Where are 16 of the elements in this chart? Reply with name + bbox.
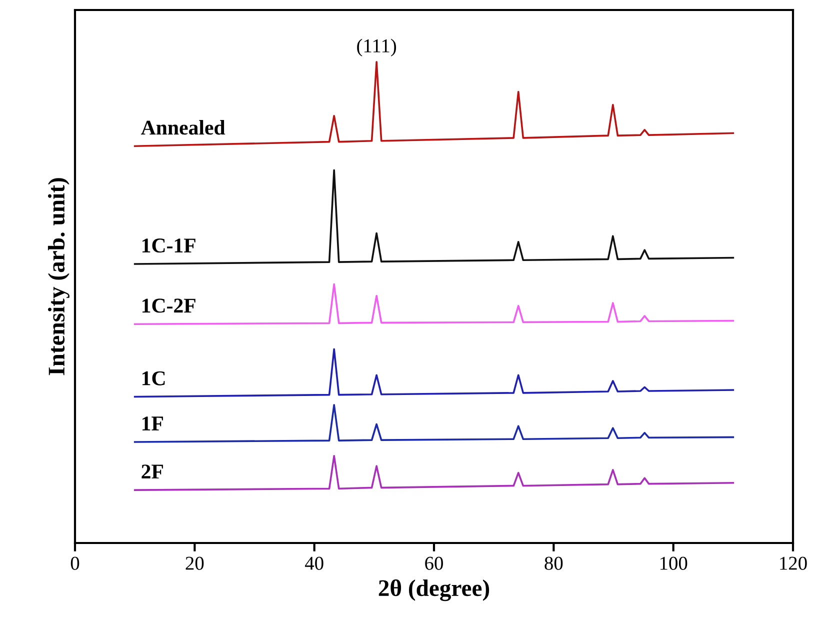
series-label: 2F: [142, 464, 163, 478]
x-tick-label: 0: [70, 556, 80, 570]
x-tick-label: 20: [186, 556, 204, 570]
x-tick-label: 60: [425, 556, 443, 570]
x-tick-label: 80: [544, 556, 563, 570]
series-label: 1F: [142, 416, 163, 430]
x-axis-title: 2θ (degree): [378, 579, 490, 602]
x-tick-label: 120: [780, 556, 807, 570]
x-tick-label: 100: [660, 556, 688, 570]
y-axis-title: Intensity (arb. unit): [48, 178, 70, 376]
series-label: 1C-2F: [142, 298, 196, 313]
x-tick-label: 40: [304, 556, 324, 570]
series-label: 1C-1F: [142, 238, 196, 253]
annotation: (111): [357, 38, 396, 56]
series-label: 1C: [142, 371, 165, 386]
series-label: Annealed: [141, 120, 226, 135]
